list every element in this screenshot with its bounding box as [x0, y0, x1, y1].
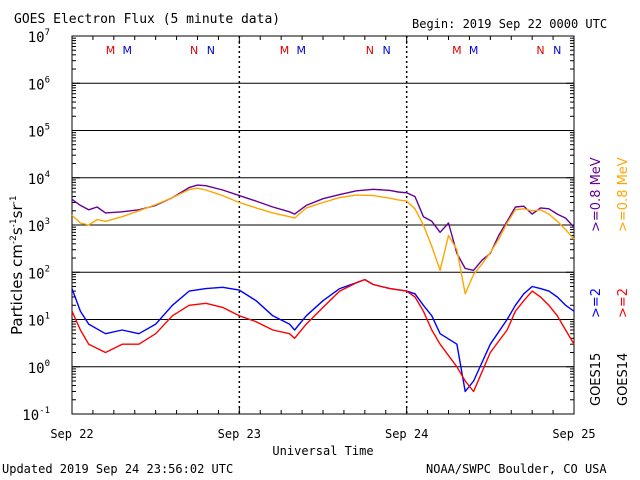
- y-tick-label: 103: [28, 217, 50, 235]
- mn-marker: M: [469, 44, 479, 57]
- series-line-0: [71, 184, 575, 271]
- series-lines: [71, 184, 575, 393]
- legend-goes15-2mev: >=2: [589, 288, 604, 318]
- y-tick-exponent: 2: [45, 264, 50, 274]
- y-tick-exponent: 3: [45, 217, 50, 227]
- y-tick-exponent: 4: [45, 170, 50, 180]
- legend-goes15: GOES15: [589, 353, 604, 406]
- mn-marker: M: [280, 44, 290, 57]
- chart-title: GOES Electron Flux (5 minute data): [14, 12, 280, 27]
- credit: NOAA/SWPC Boulder, CO USA: [426, 462, 607, 476]
- y-tick-label: 10-1: [22, 406, 50, 424]
- y-tick-label: 100: [28, 359, 50, 377]
- updated-time: Updated 2019 Sep 24 23:56:02 UTC: [2, 462, 233, 476]
- x-axis-ticks: Sep 22 Sep 23 Sep 24 Sep 25: [50, 36, 596, 441]
- y-axis-label-sup1: -2: [9, 235, 19, 244]
- mn-marker: N: [366, 44, 374, 57]
- y-tick-label: 101: [28, 312, 50, 330]
- mn-marker: N: [190, 44, 198, 57]
- series-line-2: [71, 278, 575, 393]
- y-axis-label-sr: sr: [8, 204, 26, 219]
- y-axis-label-main: Particles cm: [8, 244, 26, 335]
- legend-goes14-08mev: >=0.8 MeV: [616, 157, 631, 232]
- mn-marker: M: [122, 44, 132, 57]
- legend-goes14-2mev: >=2: [616, 288, 631, 318]
- grid-lines: [72, 36, 574, 414]
- x-tick-label: Sep 23: [218, 427, 261, 441]
- y-tick-label: 106: [28, 75, 50, 93]
- mn-marker: N: [553, 44, 561, 57]
- x-tick-label: Sep 25: [552, 427, 595, 441]
- x-tick-label: Sep 24: [385, 427, 428, 441]
- y-tick-exponent: 5: [45, 123, 50, 133]
- legend-goes14: GOES14: [616, 353, 631, 406]
- series-line-3: [71, 278, 575, 393]
- y-tick-exponent: 1: [45, 312, 50, 322]
- y-axis-label-s: s: [8, 227, 26, 235]
- mn-marker: N: [207, 44, 215, 57]
- y-axis-label-sup3: -1: [9, 195, 19, 204]
- y-tick-exponent: 0: [45, 359, 50, 369]
- y-tick-label: 104: [28, 170, 50, 188]
- mn-marker: N: [382, 44, 390, 57]
- mn-marker: M: [452, 44, 462, 57]
- y-axis-label-sup2: -1: [9, 218, 19, 227]
- series-line-1: [71, 187, 575, 295]
- y-axis-label: Particles cm-2s-1sr-1: [8, 195, 26, 335]
- y-tick-exponent: 7: [45, 28, 50, 38]
- begin-time: Begin: 2019 Sep 22 0000 UTC: [412, 17, 607, 31]
- x-tick-label: Sep 22: [50, 427, 93, 441]
- x-axis-label: Universal Time: [272, 444, 373, 458]
- y-tick-exponent: 6: [45, 75, 50, 85]
- y-tick-label: 105: [28, 123, 50, 141]
- y-tick-exponent: -1: [39, 406, 50, 416]
- mn-marker: M: [106, 44, 116, 57]
- y-tick-label: 107: [28, 28, 50, 46]
- mn-marker: N: [536, 44, 544, 57]
- mn-marker: M: [296, 44, 306, 57]
- legend-goes15-08mev: >=0.8 MeV: [589, 157, 604, 232]
- y-tick-label: 102: [28, 264, 50, 282]
